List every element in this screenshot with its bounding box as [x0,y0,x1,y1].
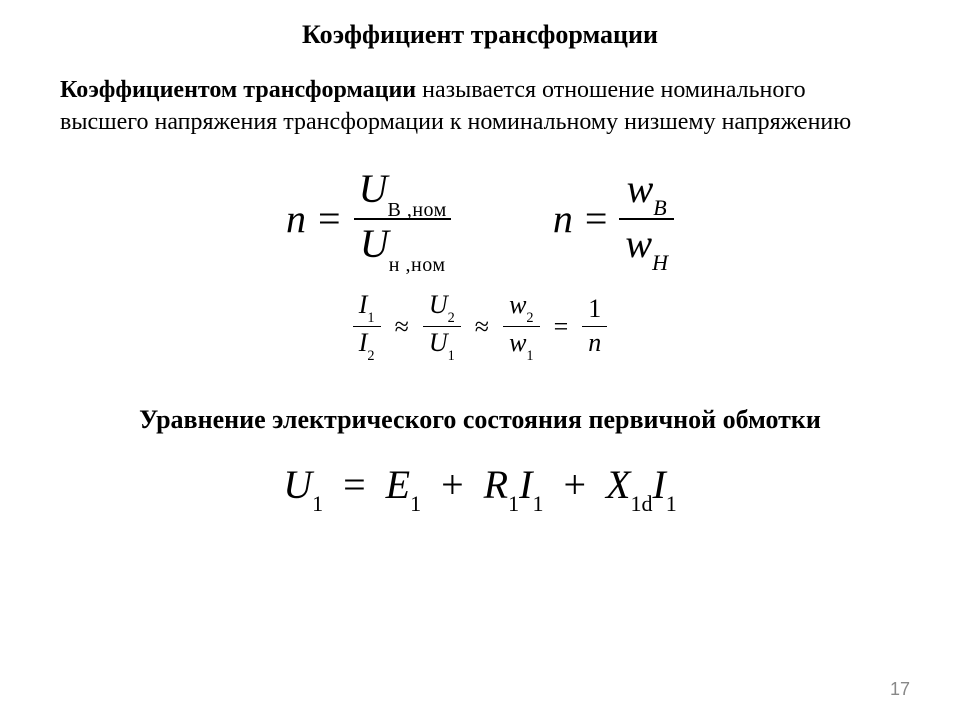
se-r1: 1 [508,491,519,516]
f1-num-sub: В ,ном [387,199,446,221]
se-p1: + [441,462,464,507]
r3ns: 2 [526,310,533,326]
formula1-fraction: UВ ,ном Uн ,ном [353,167,453,271]
se-p2: + [563,462,586,507]
relation-formula: I1 I2 ≈ U2 U1 ≈ w2 w1 = 1 n [353,291,608,362]
formula-turns-ratio: n = wB wH [553,167,674,271]
r4d: n [582,326,607,358]
slide-title: Коэффициент трансформации [50,20,910,50]
se-i2: I [652,462,665,507]
f2-num-sub: B [653,195,666,220]
f1-den-sub: н ,ном [389,254,446,276]
se-e: E [386,462,410,507]
se-u1: 1 [312,491,323,516]
formula2-fraction: wB wH [619,167,674,271]
subtitle: Уравнение электрического состояния перви… [50,402,910,437]
r1ds: 2 [367,348,374,364]
formula2-lhs: n [553,195,573,242]
formula1-eq: = [318,195,341,242]
main-formula-row: n = UВ ,ном Uн ,ном n = wB wH [50,167,910,271]
rel-op1: ≈ [391,312,413,342]
formula2-numerator: wB [621,167,673,218]
r2n: U [429,290,448,319]
formula1-numerator: UВ ,ном [353,167,453,218]
rel-frac1: I1 I2 [353,291,381,362]
page-number: 17 [890,679,910,700]
rel-op3: = [550,312,573,342]
se-x1d: 1d [630,491,652,516]
definition-lead: Коэффициентом трансформации [60,77,416,103]
se-i2s: 1 [666,491,677,516]
formula1-lhs: n [286,195,306,242]
r3n: w [509,290,526,319]
formula-voltage-ratio: n = UВ ,ном Uн ,ном [286,167,453,271]
f2-den-var: w [625,221,652,266]
r4n: 1 [582,295,607,326]
se-x: X [606,462,630,507]
rel-frac2: U2 U1 [423,291,461,362]
se-e1: 1 [410,491,421,516]
formula2-denominator: wH [619,218,674,271]
relation-row: I1 I2 ≈ U2 U1 ≈ w2 w1 = 1 n [50,291,910,362]
r3ds: 1 [526,348,533,364]
f2-num-var: w [627,166,654,211]
f1-num-var: U [359,166,388,211]
r1ns: 1 [367,310,374,326]
se-r: R [484,462,508,507]
definition-text: Коэффициентом трансформации называется о… [50,74,910,139]
se-u: U [283,462,312,507]
rel-op2: ≈ [471,312,493,342]
r3d: w [509,328,526,357]
rel-frac4: 1 n [582,295,607,357]
r2d: U [429,328,448,357]
rel-frac3: w2 w1 [503,291,540,362]
se-eq: = [343,462,366,507]
f2-den-sub: H [652,250,668,275]
formula1-denominator: Uн ,ном [354,218,452,271]
formula2-eq: = [585,195,608,242]
r2ds: 1 [448,348,455,364]
se-i1s: 1 [532,491,543,516]
se-i1: I [519,462,532,507]
f1-den-var: U [360,221,389,266]
state-equation: U1 = E1 + R1I1 + X1dI1 [50,461,910,513]
r2ns: 2 [448,310,455,326]
